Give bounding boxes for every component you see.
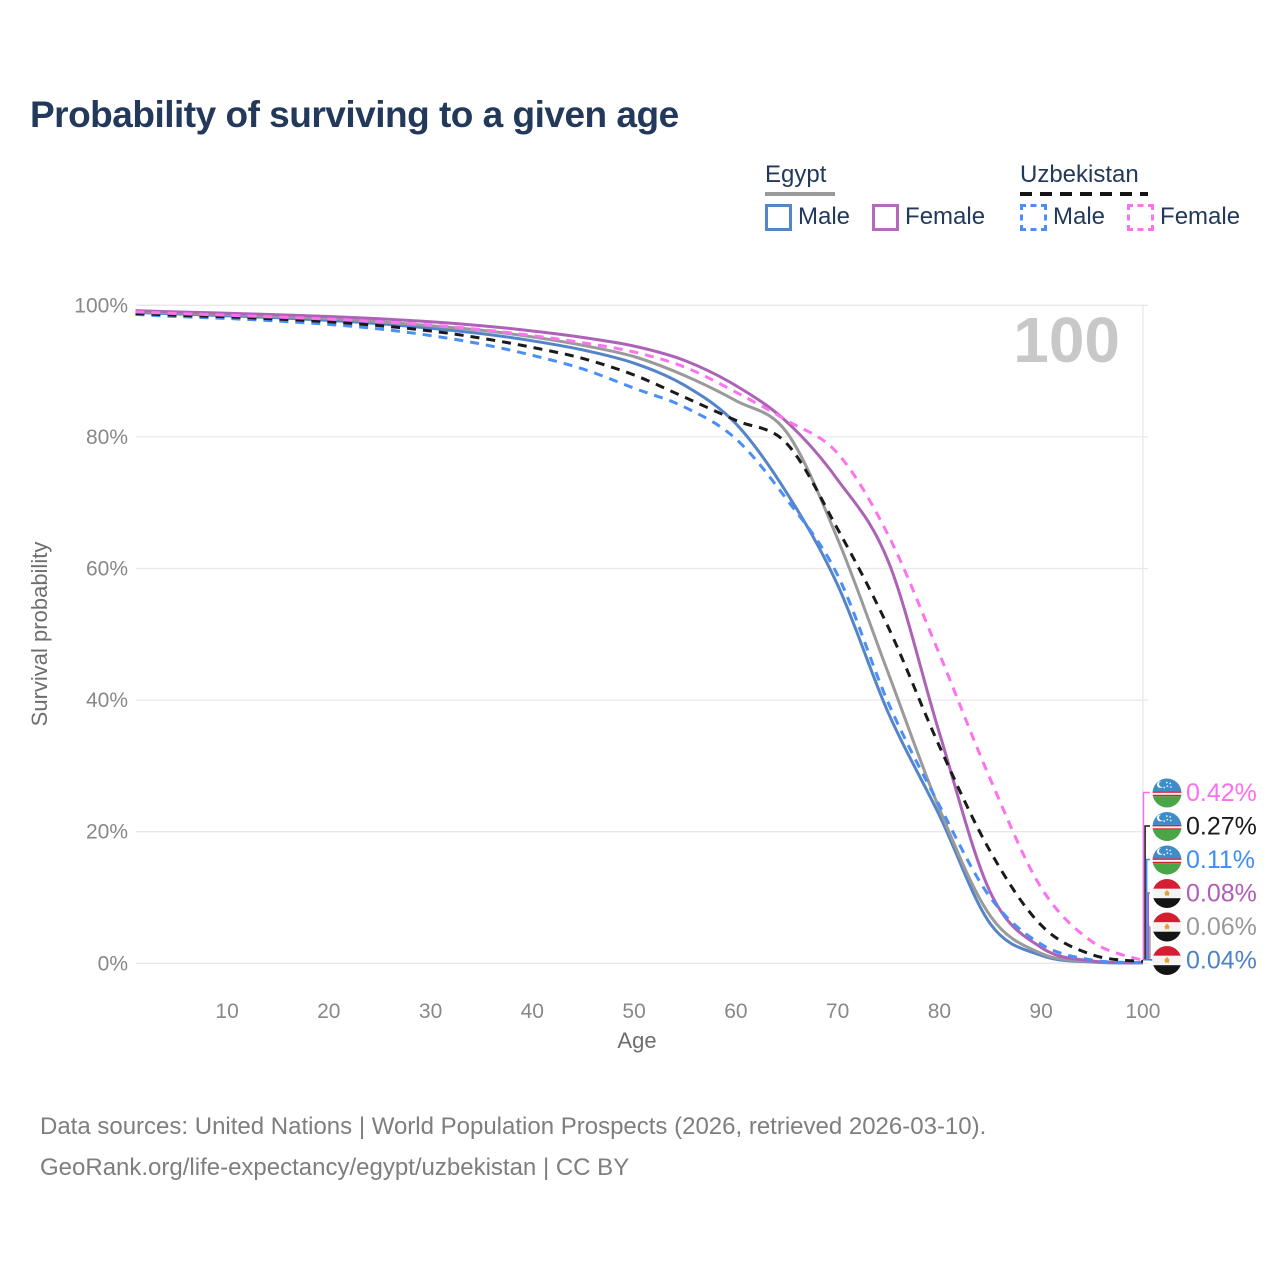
- legend-egypt-title: Egypt: [765, 161, 827, 188]
- end-label-value: 0.06%: [1186, 913, 1257, 941]
- legend-item-uzbekistan-male[interactable]: Male: [1020, 203, 1105, 231]
- y-tick-label: 40%: [86, 689, 128, 712]
- end-label-uzbekistan-female[interactable]: 0.42%: [1152, 778, 1257, 808]
- end-label-egypt-both-sexes[interactable]: 0.06%: [1152, 912, 1257, 942]
- legend-group-egypt: Egypt Male Female: [765, 161, 985, 231]
- end-label-value: 0.42%: [1186, 779, 1257, 807]
- data-sources-text: Data sources: United Nations | World Pop…: [40, 1113, 987, 1140]
- egypt-male-swatch-icon: [765, 203, 792, 231]
- x-tick-label: 90: [1029, 1000, 1052, 1023]
- curve-egypt-male[interactable]: [135, 311, 1143, 965]
- y-tick-label: 0%: [98, 952, 128, 975]
- hover-age-watermark: 100: [1013, 304, 1120, 376]
- curve-egypt-female[interactable]: [135, 309, 1143, 965]
- legend-item-label: Female: [1160, 203, 1241, 230]
- x-tick-label: 30: [419, 1000, 442, 1023]
- legend-uzbekistan-title: Uzbekistan: [1020, 161, 1139, 188]
- x-tick-label: 80: [928, 1000, 951, 1023]
- y-tick-label: 100%: [74, 294, 128, 317]
- y-tick-label: 60%: [86, 558, 128, 581]
- page-title: Probability of surviving to a given age: [30, 94, 679, 135]
- legend-item-label: Male: [798, 203, 851, 230]
- legend-item-egypt-male[interactable]: Male: [765, 203, 850, 231]
- end-label-value: 0.27%: [1186, 813, 1257, 841]
- egypt-flag-icon: [1152, 879, 1182, 909]
- x-axis-title: Age: [617, 1028, 656, 1053]
- uzbekistan-female-swatch-icon: [1127, 203, 1155, 231]
- egypt-flag-icon: [1152, 912, 1182, 942]
- curve-uzbekistan-both-sexes[interactable]: [135, 312, 1144, 963]
- legend-item-egypt-female[interactable]: Female: [872, 203, 985, 231]
- y-axis-title: Survival probability: [27, 542, 52, 727]
- y-axis: 0% 20% 40% 60% 80% 100%: [74, 294, 128, 975]
- uzbekistan-flag-icon: [1152, 845, 1182, 875]
- legend-item-label: Male: [1053, 203, 1106, 230]
- end-label-egypt-male[interactable]: 0.04%: [1152, 946, 1257, 976]
- x-tick-label: 100: [1125, 1000, 1160, 1023]
- x-tick-label: 20: [317, 1000, 340, 1023]
- legend-group-uzbekistan: Uzbekistan Male Female: [1020, 161, 1240, 231]
- attribution-text: GeoRank.org/life-expectancy/egypt/uzbeki…: [40, 1154, 630, 1181]
- legend-item-uzbekistan-female[interactable]: Female: [1127, 203, 1240, 231]
- end-label-uzbekistan-both-sexes[interactable]: 0.27%: [1152, 812, 1257, 842]
- legend-egypt-line-style-icon: [765, 192, 835, 196]
- curve-uzbekistan-male[interactable]: [135, 313, 1143, 965]
- legend-uzbekistan-line-style-icon: [1020, 192, 1148, 196]
- end-label-value: 0.04%: [1186, 947, 1257, 975]
- legend-item-label: Female: [905, 203, 986, 230]
- x-tick-label: 10: [215, 1000, 238, 1023]
- end-label-uzbekistan-male[interactable]: 0.11%: [1152, 845, 1255, 875]
- end-label-value: 0.11%: [1186, 846, 1255, 874]
- end-label-value: 0.08%: [1186, 880, 1257, 908]
- egypt-flag-icon: [1152, 946, 1182, 976]
- y-tick-label: 20%: [86, 821, 128, 844]
- uzbekistan-flag-icon: [1152, 812, 1182, 842]
- uzbekistan-flag-icon: [1152, 778, 1182, 808]
- end-label-egypt-female[interactable]: 0.08%: [1152, 879, 1257, 909]
- x-tick-label: 60: [724, 1000, 747, 1023]
- x-tick-label: 50: [622, 1000, 645, 1023]
- y-tick-label: 80%: [86, 426, 128, 449]
- uzbekistan-male-swatch-icon: [1020, 203, 1047, 231]
- x-axis: 10 20 30 40 50 60 70 80 90 100: [215, 1000, 1160, 1023]
- egypt-female-swatch-icon: [872, 203, 900, 231]
- x-tick-label: 40: [521, 1000, 544, 1023]
- chart-footer: Data sources: United Nations | World Pop…: [40, 1106, 986, 1188]
- x-tick-label: 70: [826, 1000, 849, 1023]
- curve-uzbekistan-female[interactable]: [135, 310, 1144, 962]
- curve-egypt-both-sexes[interactable]: [135, 310, 1143, 965]
